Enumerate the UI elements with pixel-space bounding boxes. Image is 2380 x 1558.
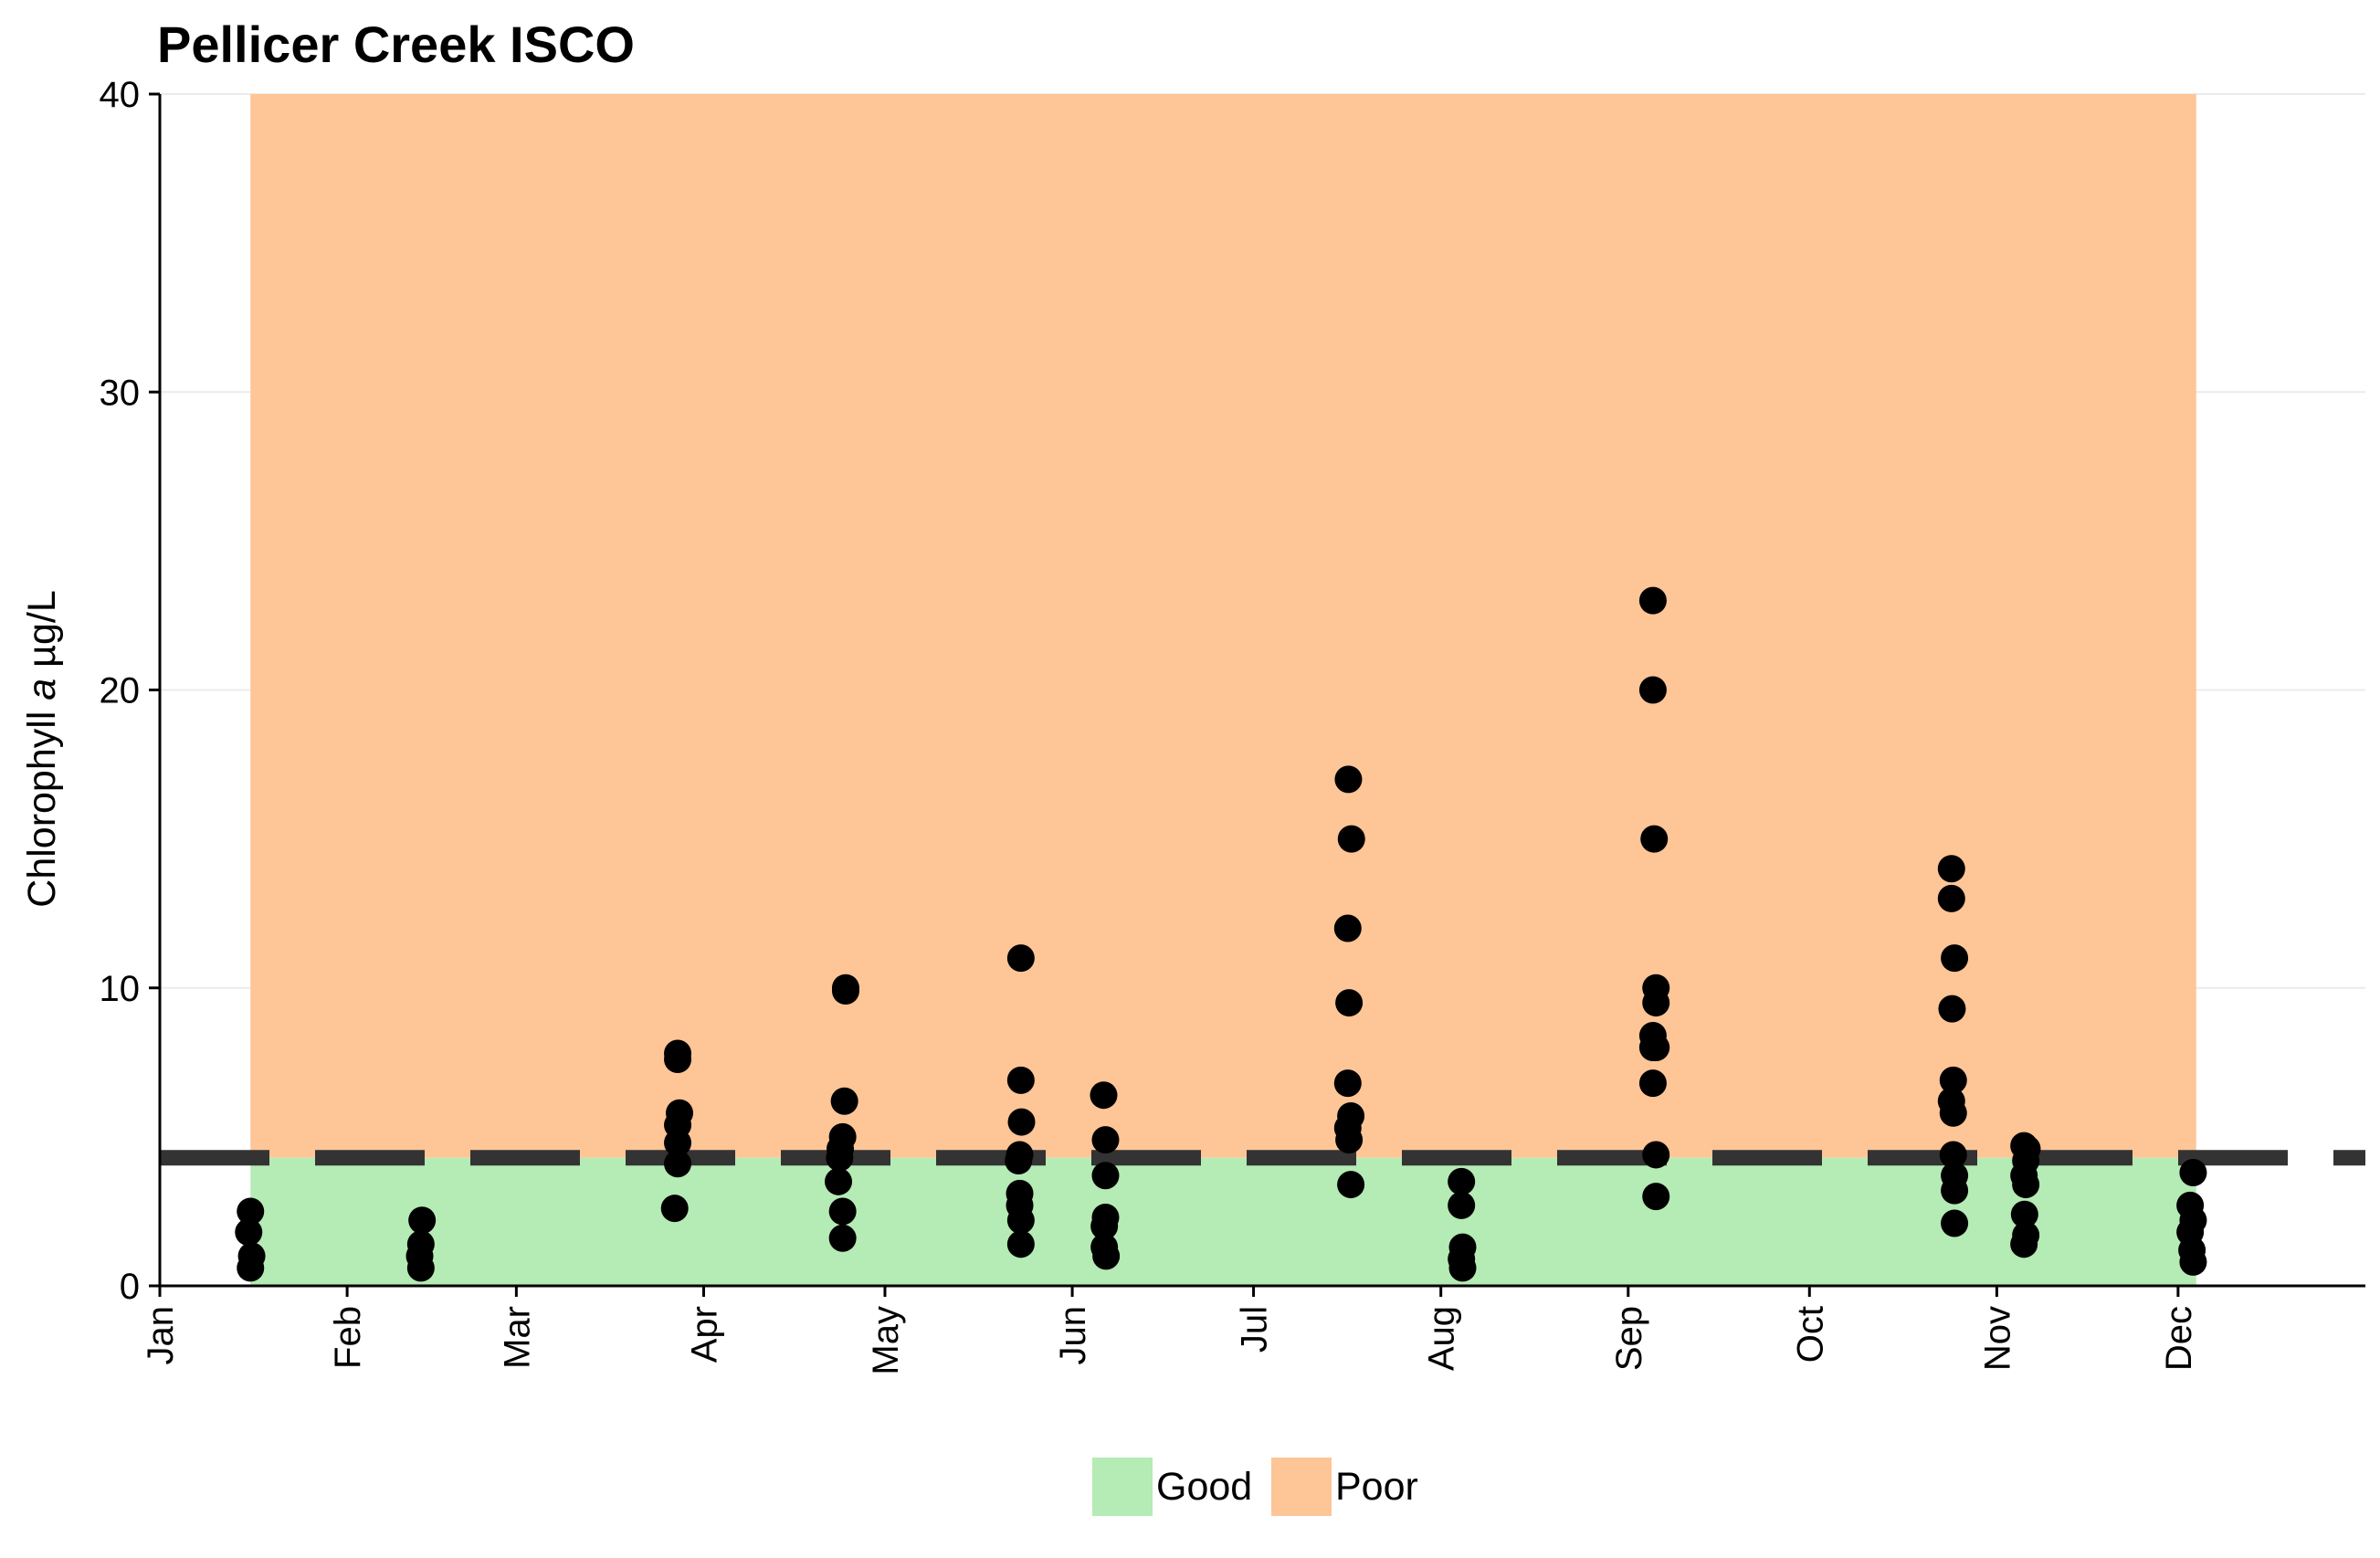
data-point-26 — [1007, 1108, 1036, 1136]
data-point-20 — [826, 1143, 854, 1172]
data-point-66 — [1937, 884, 1965, 912]
data-point-62 — [1638, 1069, 1667, 1098]
data-point-55 — [1638, 676, 1667, 704]
y-tick-label-2: 20 — [100, 671, 141, 711]
x-tick-label-9: Oct — [1790, 1306, 1830, 1363]
data-point-48 — [1337, 1171, 1365, 1199]
data-point-25 — [1006, 1066, 1035, 1094]
data-point-61 — [1642, 1034, 1670, 1061]
data-point-74 — [1941, 1176, 1969, 1205]
data-point-64 — [1642, 1183, 1670, 1211]
x-tick-label-0: Jan — [141, 1306, 181, 1365]
data-point-42 — [1333, 914, 1362, 942]
ylabel-part-2: a — [20, 679, 64, 700]
data-point-34 — [1091, 1126, 1120, 1154]
data-point-53 — [1448, 1254, 1477, 1282]
data-point-24 — [1006, 944, 1035, 973]
data-point-4 — [408, 1206, 437, 1235]
chart-title: Pellicer Creek ISCO — [157, 16, 635, 73]
data-point-65 — [1937, 855, 1965, 883]
data-point-68 — [1938, 995, 1966, 1023]
x-tick-label-6: Jul — [1235, 1306, 1275, 1353]
data-point-81 — [2010, 1200, 2038, 1228]
data-point-50 — [1448, 1191, 1476, 1219]
legend-label-good: Good — [1156, 1465, 1252, 1509]
data-point-14 — [660, 1195, 689, 1223]
data-point-39 — [1092, 1242, 1121, 1270]
ylabel-part-1: Chlorophyll — [20, 700, 64, 908]
data-point-31 — [1006, 1206, 1035, 1235]
x-axis-ticks: Jan Feb Mar Apr May Jun Jul Aug Sep Oct Nov Dec — [141, 1286, 2199, 1375]
data-point-9 — [664, 1046, 692, 1074]
data-point-3 — [237, 1254, 265, 1282]
ylabel-part-3: µg/L — [20, 590, 64, 679]
x-tick-label-1: Feb — [328, 1306, 368, 1369]
y-tick-label-1: 10 — [100, 969, 141, 1009]
y-axis-ticks: 0 10 20 30 40 — [100, 75, 160, 1307]
legend: Good Poor — [1092, 1458, 1418, 1516]
data-point-63 — [1642, 1141, 1670, 1169]
data-point-80 — [2012, 1171, 2040, 1199]
x-tick-label-5: Jun — [1053, 1306, 1093, 1365]
data-point-83 — [2010, 1230, 2038, 1258]
data-point-0 — [237, 1197, 265, 1226]
data-point-16 — [831, 977, 859, 1005]
data-point-32 — [1006, 1230, 1035, 1258]
y-axis-label: Chlorophyll a µg/L — [20, 590, 64, 907]
data-point-56 — [1640, 825, 1669, 853]
x-tick-label-3: Apr — [684, 1306, 724, 1363]
data-point-67 — [1941, 944, 1969, 973]
data-point-17 — [830, 1087, 858, 1115]
data-point-69 — [1939, 1066, 1967, 1094]
band-good — [250, 1157, 2196, 1286]
data-point-23 — [828, 1224, 857, 1252]
data-point-22 — [828, 1197, 857, 1226]
legend-key-good — [1092, 1458, 1153, 1516]
data-point-72 — [1939, 1141, 1967, 1169]
data-point-12 — [664, 1129, 692, 1157]
y-tick-label-0: 0 — [120, 1267, 140, 1307]
data-point-75 — [1941, 1209, 1969, 1237]
y-tick-label-3: 30 — [100, 373, 141, 413]
y-tick-label-4: 40 — [100, 75, 141, 115]
data-point-40 — [1334, 765, 1363, 794]
data-point-7 — [406, 1254, 435, 1282]
data-point-43 — [1335, 989, 1364, 1017]
data-point-28 — [1005, 1146, 1033, 1174]
data-point-35 — [1091, 1162, 1120, 1190]
legend-key-poor — [1271, 1458, 1332, 1516]
data-point-54 — [1638, 586, 1667, 615]
data-point-1 — [235, 1218, 263, 1247]
quality-bands — [250, 94, 2196, 1286]
x-tick-label-10: Nov — [1977, 1306, 2017, 1371]
legend-label-poor: Poor — [1335, 1465, 1418, 1509]
data-point-58 — [1642, 989, 1670, 1017]
data-point-21 — [825, 1167, 853, 1195]
data-point-47 — [1335, 1126, 1364, 1154]
data-point-49 — [1448, 1167, 1476, 1195]
data-point-71 — [1939, 1099, 1967, 1127]
data-point-84 — [2179, 1159, 2207, 1187]
data-point-44 — [1333, 1069, 1362, 1098]
data-points — [235, 586, 2207, 1282]
data-point-41 — [1337, 825, 1365, 853]
data-point-89 — [2179, 1247, 2207, 1276]
x-tick-label-7: Aug — [1422, 1306, 1462, 1371]
data-point-13 — [664, 1150, 692, 1178]
x-tick-label-8: Sep — [1609, 1306, 1649, 1371]
band-poor — [250, 94, 2196, 1158]
x-tick-label-11: Dec — [2159, 1306, 2199, 1371]
data-point-33 — [1090, 1081, 1118, 1110]
x-tick-label-2: Mar — [497, 1306, 537, 1369]
x-tick-label-4: May — [866, 1306, 906, 1375]
data-point-37 — [1090, 1212, 1119, 1240]
